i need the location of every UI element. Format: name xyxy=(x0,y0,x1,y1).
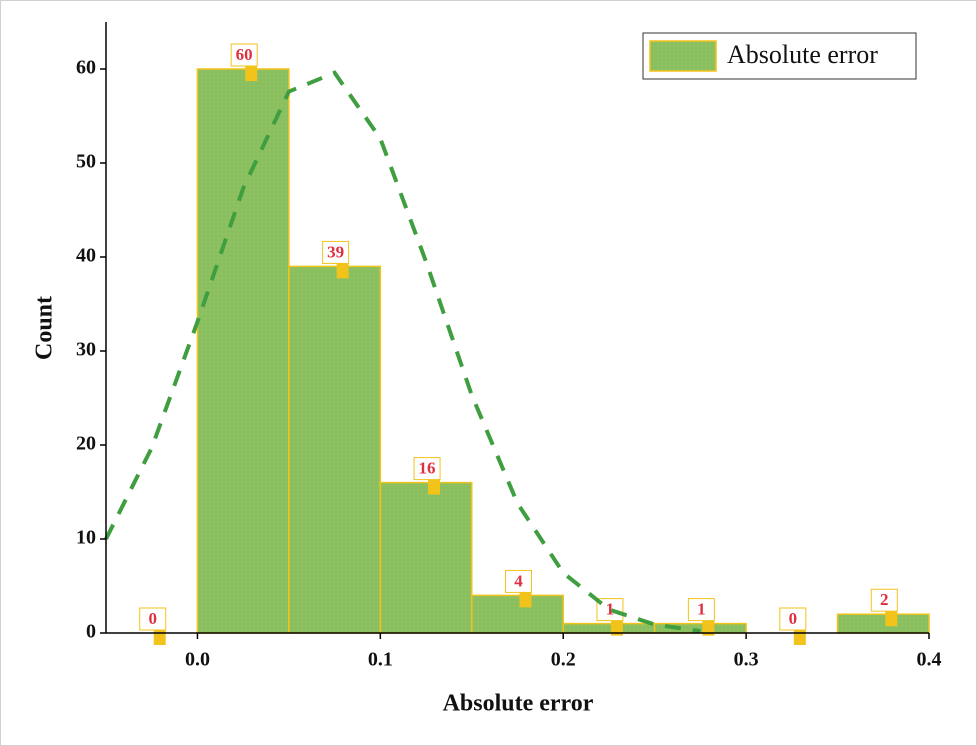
y-tick-label: 10 xyxy=(76,527,96,549)
y-tick-label: 30 xyxy=(76,339,96,361)
value-label: 0 xyxy=(789,609,798,628)
value-label: 39 xyxy=(327,242,344,261)
value-label-box xyxy=(322,240,350,264)
value-label-box xyxy=(230,43,258,67)
y-tick-label: 0 xyxy=(86,621,96,643)
x-tick-label: 0.2 xyxy=(551,649,576,671)
value-label-box xyxy=(687,598,715,622)
bar xyxy=(471,594,564,634)
bar xyxy=(562,622,656,634)
value-label: 2 xyxy=(880,590,889,609)
value-label-box xyxy=(596,598,624,622)
y-tick-label: 60 xyxy=(76,57,96,79)
x-axis-title: Absolute error xyxy=(443,691,594,717)
legend-swatch xyxy=(649,40,717,72)
x-tick-label: 0.3 xyxy=(734,649,759,671)
value-label: 4 xyxy=(514,571,523,590)
bar xyxy=(379,481,473,634)
value-label: 1 xyxy=(697,600,706,619)
x-tick-label: 0.4 xyxy=(917,649,942,671)
legend-label: Absolute error xyxy=(727,40,878,69)
bar xyxy=(196,68,290,634)
y-tick-label: 50 xyxy=(76,151,96,173)
x-tick-label: 0.0 xyxy=(185,649,210,671)
y-tick-label: 40 xyxy=(76,245,96,267)
bar xyxy=(288,265,382,634)
x-tick-label: 0.1 xyxy=(368,649,393,671)
value-label-box xyxy=(779,607,807,631)
value-label-box xyxy=(139,607,167,631)
value-label: 60 xyxy=(236,45,253,64)
value-label: 0 xyxy=(148,609,157,628)
value-label-box xyxy=(870,588,898,612)
value-label-box xyxy=(505,569,532,593)
bar xyxy=(836,613,930,634)
value-label: 16 xyxy=(419,459,436,478)
value-label: 1 xyxy=(606,600,615,619)
fit-curve xyxy=(104,70,701,634)
y-axis-title: Count xyxy=(32,296,58,360)
y-tick-label: 20 xyxy=(76,433,96,455)
value-label-box xyxy=(413,457,441,481)
